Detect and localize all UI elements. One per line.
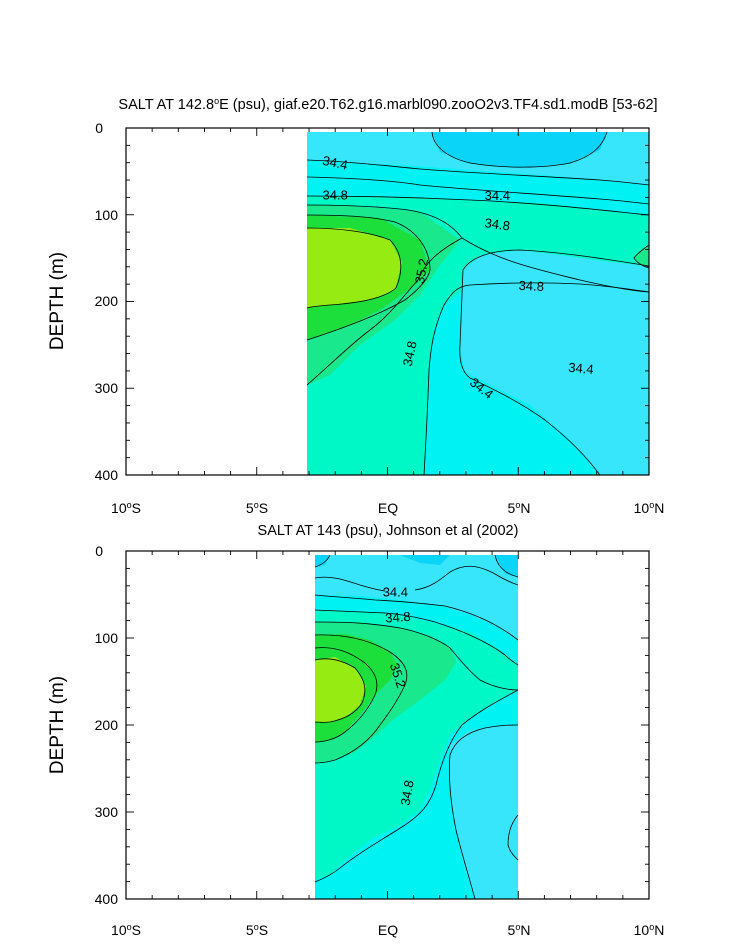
x-tick-labels-observed: 10oS 5oS EQ 5oN 10oN xyxy=(111,922,664,938)
contour-line-34.6-lower xyxy=(448,724,519,900)
contour-line-34.8-upper xyxy=(314,621,519,691)
contour-label-group: 34.8 xyxy=(484,215,511,233)
contour-label: 34.4 xyxy=(383,584,408,599)
contour-line-34.6-lower xyxy=(469,282,650,293)
contour-labels-observed: 34.4 34.8 35.2 34.8 xyxy=(383,584,417,807)
contour-label-group: 34.8 xyxy=(398,779,417,807)
contour-line-34.2 xyxy=(431,131,608,168)
y-tick-label: 0 xyxy=(95,543,103,559)
y-axis-label-observed: DEPTH (m) xyxy=(47,676,68,774)
contour-label-group: 34.8 xyxy=(385,609,411,626)
x-tick-label: EQ xyxy=(378,922,398,938)
contour-line-35.0-lower xyxy=(306,279,419,386)
fill-region-35.4-plus xyxy=(307,228,402,308)
contour-label-group: 34.8 xyxy=(518,278,544,294)
contour-label: 34.8 xyxy=(385,609,411,626)
y-tick-label: 400 xyxy=(95,467,119,483)
contour-lines-model xyxy=(306,131,650,476)
y-tick-labels-model: 0 100 200 300 400 xyxy=(95,120,119,483)
contour-label-group: 34.4 xyxy=(568,360,595,377)
x-tick-label: 5oS xyxy=(246,922,268,938)
axis-ticks-model xyxy=(125,127,650,476)
contour-line-34.4-b xyxy=(414,565,519,591)
x-tick-label: 10oN xyxy=(634,500,665,516)
y-tick-label: 0 xyxy=(95,120,103,136)
panel-title-model: SALT AT 142.8oE (psu), giaf.e20.T62.g16.… xyxy=(118,96,657,113)
panel-observed: SALT AT 143 (psu), Johnson et al (2002) xyxy=(47,523,664,938)
contour-line-35.0-upper xyxy=(306,204,463,281)
y-axis-label-model: DEPTH (m) xyxy=(47,252,68,350)
contour-line-34.8-upper xyxy=(306,195,650,216)
contour-line-34.4-c xyxy=(314,594,519,641)
contour-line-35.4 xyxy=(314,658,366,723)
contour-labels-model: 34.434.8 34.434.835.234.834.834.434.4 xyxy=(321,153,595,402)
contour-label: 34.8 xyxy=(323,187,348,202)
contour-line-34.4-upper xyxy=(306,159,650,186)
y-tick-label: 300 xyxy=(95,804,119,820)
y-tick-label: 100 xyxy=(95,207,119,223)
x-tick-label: 10oN xyxy=(634,922,665,938)
contour-label: 34.8 xyxy=(484,215,511,233)
fill-region-34.2-34.4-patches xyxy=(315,555,518,577)
x-tick-label: 5oN xyxy=(508,922,531,938)
fill-region-34.2-34.4-core xyxy=(432,132,607,168)
contour-label: 34.4 xyxy=(321,153,349,173)
salinity-fill-model xyxy=(307,132,649,475)
contour-line-34.2-a xyxy=(494,554,519,578)
axis-ticks-observed xyxy=(125,550,650,900)
contour-label: 34.8 xyxy=(398,779,417,807)
contour-line-35.2 xyxy=(314,647,378,743)
x-tick-label: 10oS xyxy=(111,500,141,516)
panel-model: SALT AT 142.8oE (psu), giaf.e20.T62.g16.… xyxy=(47,96,664,516)
y-tick-label: 200 xyxy=(95,293,119,309)
fill-region-35.0-35.2-east xyxy=(634,245,649,268)
contour-label-group: 35.2 xyxy=(387,661,409,690)
salinity-fill-observed xyxy=(315,555,518,899)
contour-line-34.8-lower xyxy=(314,689,519,883)
y-tick-labels-observed: 0 100 200 300 400 xyxy=(95,543,119,907)
y-tick-label: 400 xyxy=(95,891,119,907)
contour-label: 34.4 xyxy=(568,360,595,377)
contour-label-group: 34.4 xyxy=(383,584,408,599)
contour-label-group: 35.2 xyxy=(412,257,431,285)
contour-line-35.0 xyxy=(314,634,408,764)
contour-label-group: 34.8 xyxy=(323,187,348,202)
contour-line-34.2-b xyxy=(314,554,331,568)
contour-label: 35.2 xyxy=(412,257,431,285)
x-tick-label: EQ xyxy=(378,500,398,516)
fill-region-34.4-34.6-east-edge xyxy=(508,815,518,860)
contour-label-group: 34.4 xyxy=(485,188,510,203)
contour-label: 34.8 xyxy=(518,278,544,294)
contour-label-group: 34.8 xyxy=(400,340,420,368)
contour-line-35.0-east xyxy=(633,244,650,269)
contour-line-34.4-a xyxy=(314,576,386,592)
contour-line-34.6-east-edge xyxy=(507,814,519,861)
x-tick-label: 10oS xyxy=(111,922,141,938)
contour-line-34.6 xyxy=(314,609,519,666)
y-tick-label: 200 xyxy=(95,717,119,733)
contour-line-35.2 xyxy=(306,214,431,341)
contour-label-group: 34.4 xyxy=(321,153,349,173)
fill-region-34.4-34.6 xyxy=(460,250,649,475)
panel-title-observed: SALT AT 143 (psu), Johnson et al (2002) xyxy=(258,523,519,539)
x-tick-labels-model: 10oS 5oS EQ 5oN 10oN xyxy=(111,500,664,516)
x-tick-label: 5oN xyxy=(508,500,531,516)
contour-line-34.8-lower xyxy=(423,237,650,476)
contour-label: 34.4 xyxy=(485,188,510,203)
y-tick-label: 100 xyxy=(95,630,119,646)
contour-line-35.4 xyxy=(306,227,402,309)
fill-region-35.4-plus xyxy=(315,657,366,722)
y-tick-label: 300 xyxy=(95,380,119,396)
x-tick-label: 5oS xyxy=(246,500,268,516)
contour-label: 34.8 xyxy=(400,340,420,368)
contour-line-34.6-upper xyxy=(306,176,650,205)
contour-label: 35.2 xyxy=(387,661,409,690)
fill-region-34.4-34.6-east xyxy=(450,725,518,899)
fill-region-34.4-34.6-top xyxy=(315,555,518,640)
contour-lines-observed xyxy=(314,554,519,900)
contour-line-34.4-lower xyxy=(459,249,650,476)
